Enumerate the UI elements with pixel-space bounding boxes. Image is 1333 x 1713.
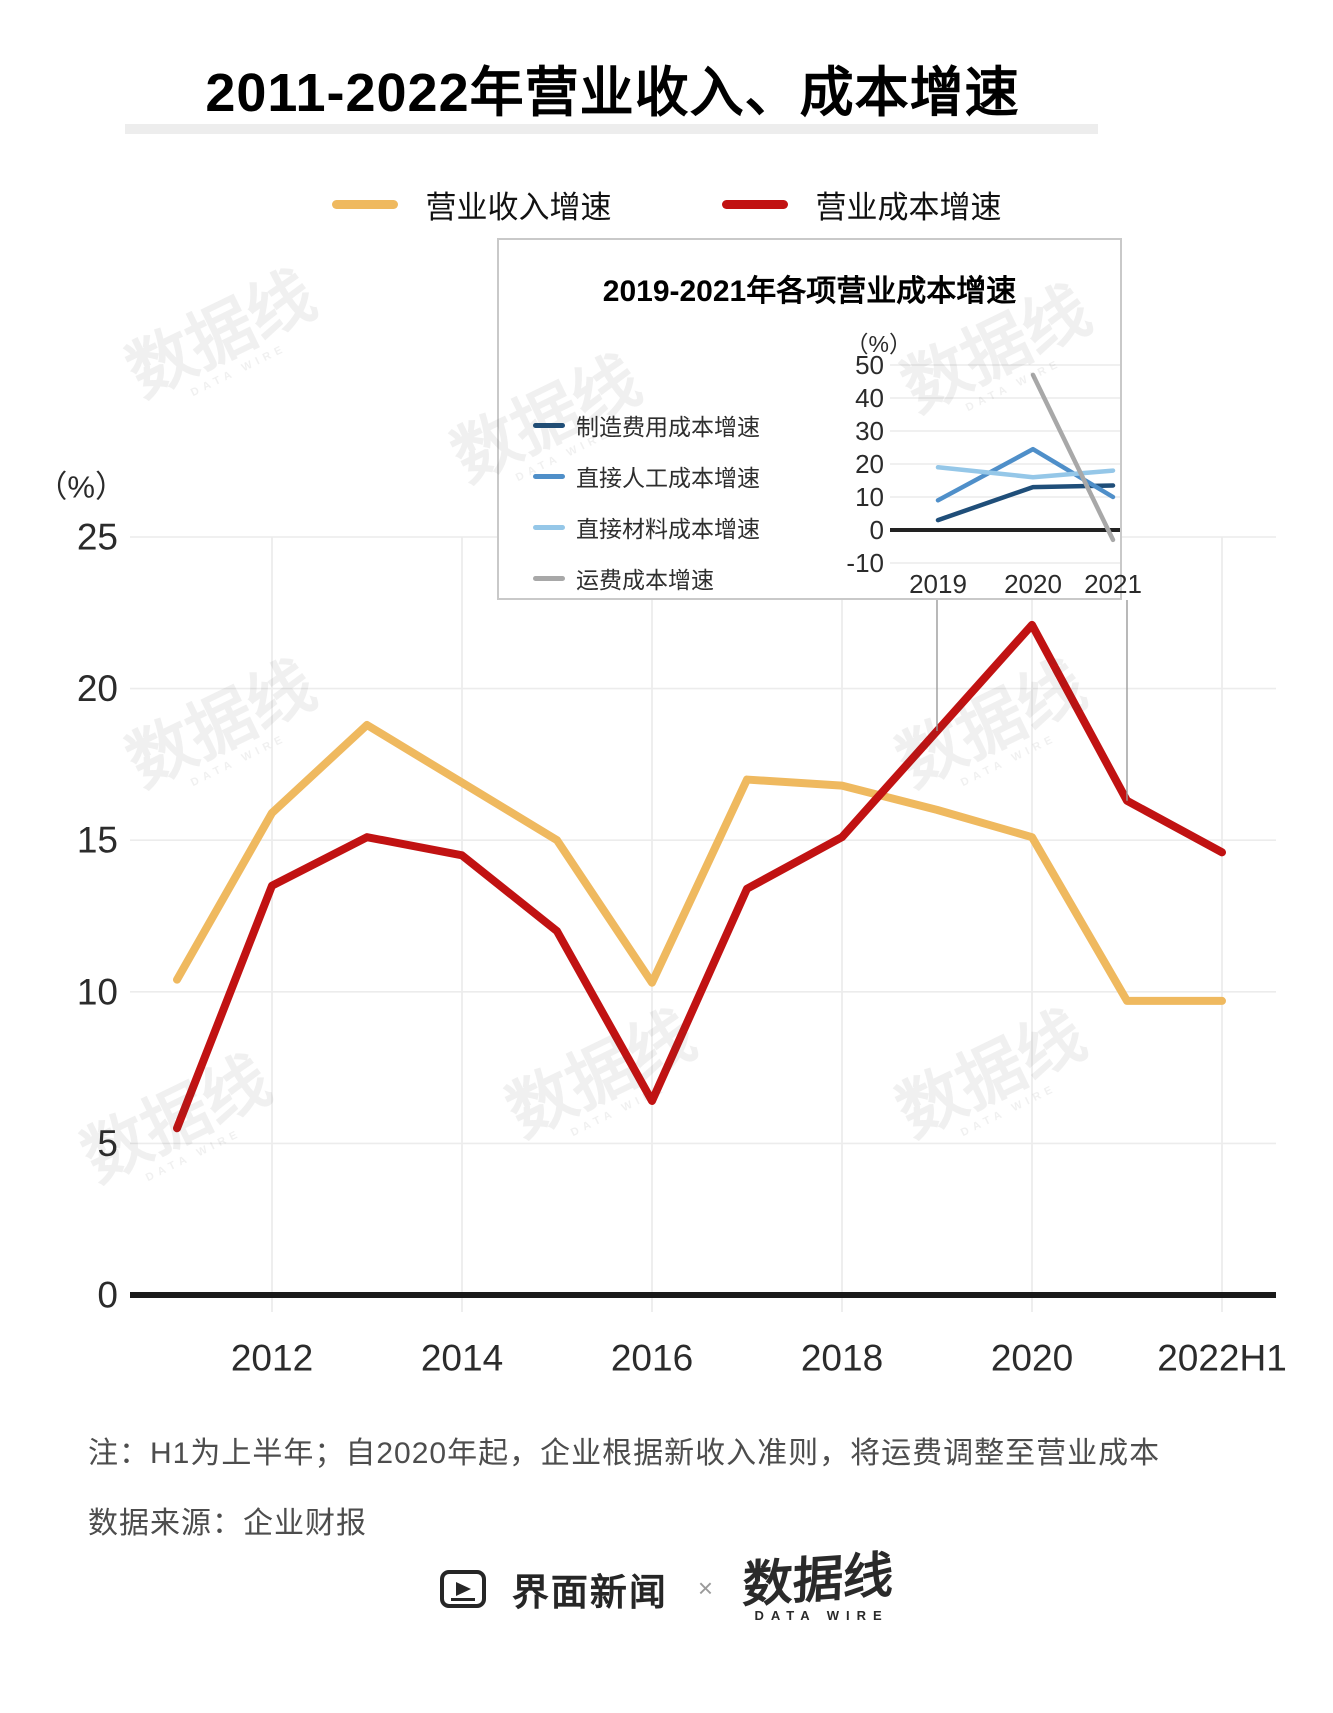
legend-item-direct-labor-cost: 直接人工成本增速 [533, 459, 760, 493]
y-tick-label: 20 [77, 668, 118, 709]
legend-item-revenue-growth: 营业收入增速 [331, 183, 612, 225]
x-tick-label: 2018 [801, 1338, 883, 1379]
x-tick-label: 2020 [991, 1338, 1073, 1379]
data-source-note: 数据来源：企业财报 [88, 1507, 367, 1540]
y-axis-unit-label: （%） [36, 470, 126, 505]
inset-chart-title: 2019-2021年各项营业成本增速 [602, 275, 1017, 308]
cost-growth-line [173, 620, 1226, 1133]
revenue-line-swatch [331, 199, 398, 209]
legend-label-freight-cost: 运费成本增速 [576, 567, 714, 593]
title-underline [125, 124, 1098, 134]
legend-label-revenue-growth: 营业收入增速 [425, 189, 612, 225]
legend-label-cost-growth: 营业成本增速 [815, 189, 1002, 225]
revenue-growth-line [173, 720, 1226, 1005]
jiemian-news-wordmark: 界面新闻 [511, 1571, 668, 1613]
logo-bar [450, 1597, 475, 1601]
freight-cost-swatch [533, 575, 565, 581]
manufacturing-cost-swatch [533, 422, 565, 428]
x-tick-label: 2014 [421, 1338, 503, 1379]
inset-chart-legend: 制造费用成本增速 直接人工成本增速 直接材料成本增速 运费成本增速 [533, 408, 760, 595]
y-tick-label: 0 [97, 1275, 118, 1316]
footnote: 注：H1为上半年；自2020年起，企业根据新收入准则，将运费调整至营业成本 [88, 1437, 1161, 1470]
legend-item-direct-material-cost: 直接材料成本增速 [533, 510, 760, 544]
legend-label-direct-material-cost: 直接材料成本增速 [576, 516, 760, 542]
inset-chart-panel: 2019-2021年各项营业成本增速 制造费用成本增速 直接人工成本增速 直接材… [497, 238, 1122, 600]
brand-separator: × [697, 1573, 714, 1603]
direct-material-cost-swatch [533, 524, 565, 530]
legend-item-cost-growth: 营业成本增速 [721, 183, 1002, 225]
y-tick-label: 15 [77, 820, 118, 861]
data-wire-caption: DATA WIRE [754, 1608, 889, 1623]
x-tick-label: 2016 [611, 1338, 693, 1379]
footer-brands: 界面新闻 × 数据线 DATA WIRE [0, 1547, 1333, 1623]
legend-label-direct-labor-cost: 直接人工成本增速 [576, 465, 760, 491]
y-tick-label: 25 [77, 517, 118, 558]
data-wire-logo: 数据线 DATA WIRE [742, 1547, 895, 1623]
direct-labor-cost-swatch [533, 473, 565, 479]
y-tick-label: 5 [97, 1123, 118, 1164]
main-chart-legend: 营业收入增速 营业成本增速 [0, 183, 1333, 225]
y-tick-label: 10 [77, 971, 118, 1012]
jiemian-news-logo-icon [439, 1569, 486, 1608]
play-icon [455, 1581, 471, 1596]
legend-label-manufacturing-cost: 制造费用成本增速 [576, 414, 760, 440]
page-title: 2011-2022年营业收入、成本增速 [205, 63, 1020, 123]
legend-item-manufacturing-cost: 制造费用成本增速 [533, 408, 760, 442]
data-wire-wordmark: 数据线 [741, 1546, 895, 1614]
cost-line-swatch [721, 199, 788, 209]
x-tick-label: 2012 [231, 1338, 313, 1379]
x-tick-label: 2022H1 [1157, 1338, 1287, 1379]
legend-item-freight-cost: 运费成本增速 [533, 561, 760, 595]
